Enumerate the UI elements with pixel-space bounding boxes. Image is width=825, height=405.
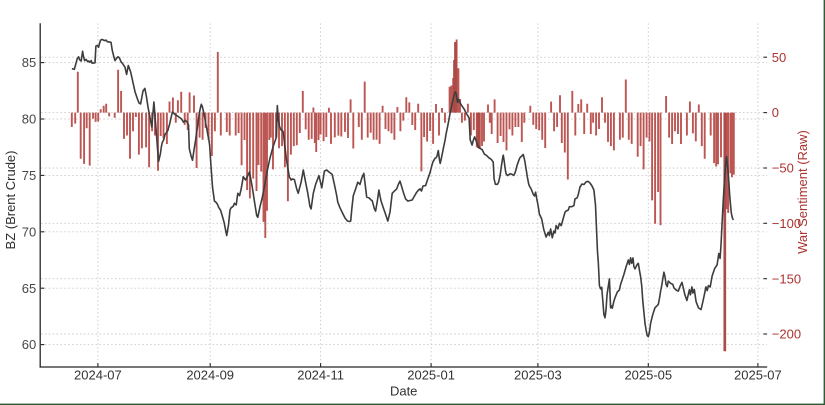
svg-text:2025-07: 2025-07 [734, 368, 782, 383]
svg-text:70: 70 [22, 224, 36, 239]
svg-text:2024-09: 2024-09 [186, 368, 234, 383]
svg-text:2025-05: 2025-05 [624, 368, 672, 383]
svg-text:60: 60 [22, 337, 36, 352]
svg-text:65: 65 [22, 281, 36, 296]
svg-text:85: 85 [22, 55, 36, 70]
svg-text:BZ (Brent Crude): BZ (Brent Crude) [3, 151, 18, 250]
svg-text:0: 0 [772, 105, 779, 120]
svg-text:50: 50 [772, 50, 786, 65]
svg-text:War Sentiment (Raw): War Sentiment (Raw) [795, 130, 810, 254]
svg-text:2024-11: 2024-11 [297, 368, 344, 383]
svg-text:−200: −200 [772, 327, 801, 342]
svg-text:2025-03: 2025-03 [514, 368, 562, 383]
svg-text:2025-01: 2025-01 [407, 368, 455, 383]
svg-text:Date: Date [390, 384, 417, 399]
svg-text:−150: −150 [772, 271, 801, 286]
svg-text:−100: −100 [772, 216, 801, 231]
svg-text:80: 80 [22, 112, 36, 127]
svg-text:2024-07: 2024-07 [74, 368, 122, 383]
svg-text:75: 75 [22, 168, 36, 183]
svg-text:−50: −50 [772, 161, 794, 176]
